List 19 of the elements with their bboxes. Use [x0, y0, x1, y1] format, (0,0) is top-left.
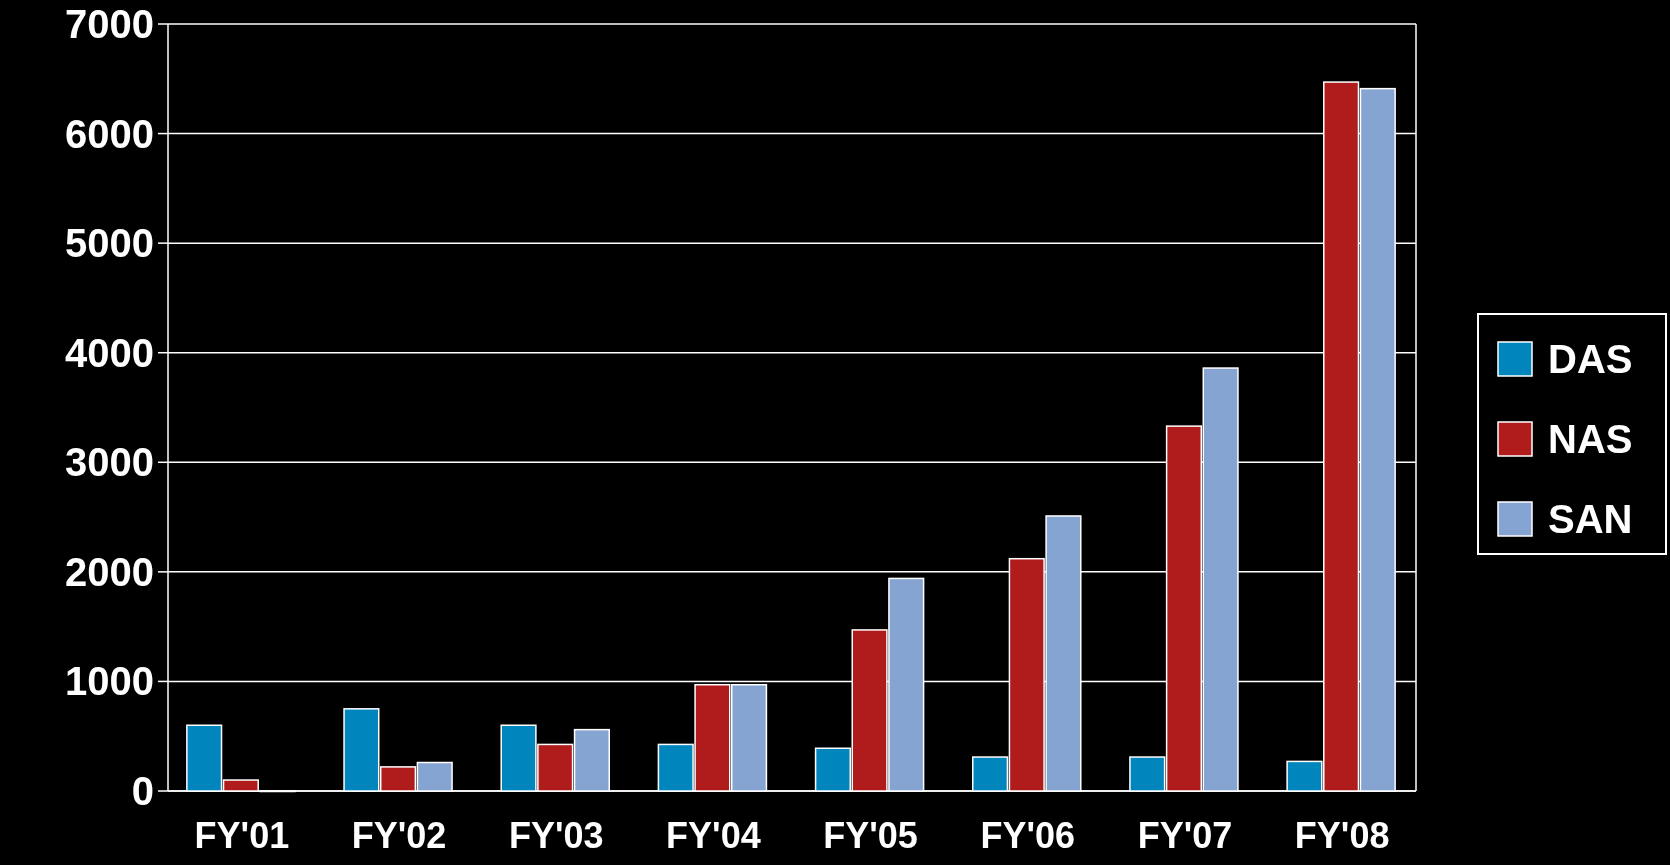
x-tick-label: FY'03: [508, 815, 604, 856]
y-tick-label: 0: [131, 769, 154, 813]
x-tick-label: FY'06: [980, 815, 1076, 856]
x-tick-label: FY'08: [1294, 815, 1390, 856]
y-tick-label: 1000: [65, 659, 154, 704]
x-tick-label: FY'05: [823, 815, 918, 856]
x-tick-label: FY'01: [194, 815, 290, 856]
x-tick-label: FY'07: [1137, 815, 1233, 856]
y-tick-label: 7000: [65, 2, 154, 46]
y-tick-label: 4000: [65, 330, 154, 375]
y-tick-label: 2000: [65, 549, 154, 594]
x-tick-label: FY'04: [666, 815, 761, 856]
y-tick-label: 5000: [65, 221, 154, 266]
y-tick-label: 3000: [65, 440, 154, 485]
legend-label: DAS: [1548, 337, 1633, 381]
legend-label: SAN: [1548, 497, 1633, 541]
x-tick-label: FY'02: [351, 815, 447, 856]
legend-label: NAS: [1548, 417, 1633, 461]
y-tick-label: 6000: [65, 111, 154, 156]
